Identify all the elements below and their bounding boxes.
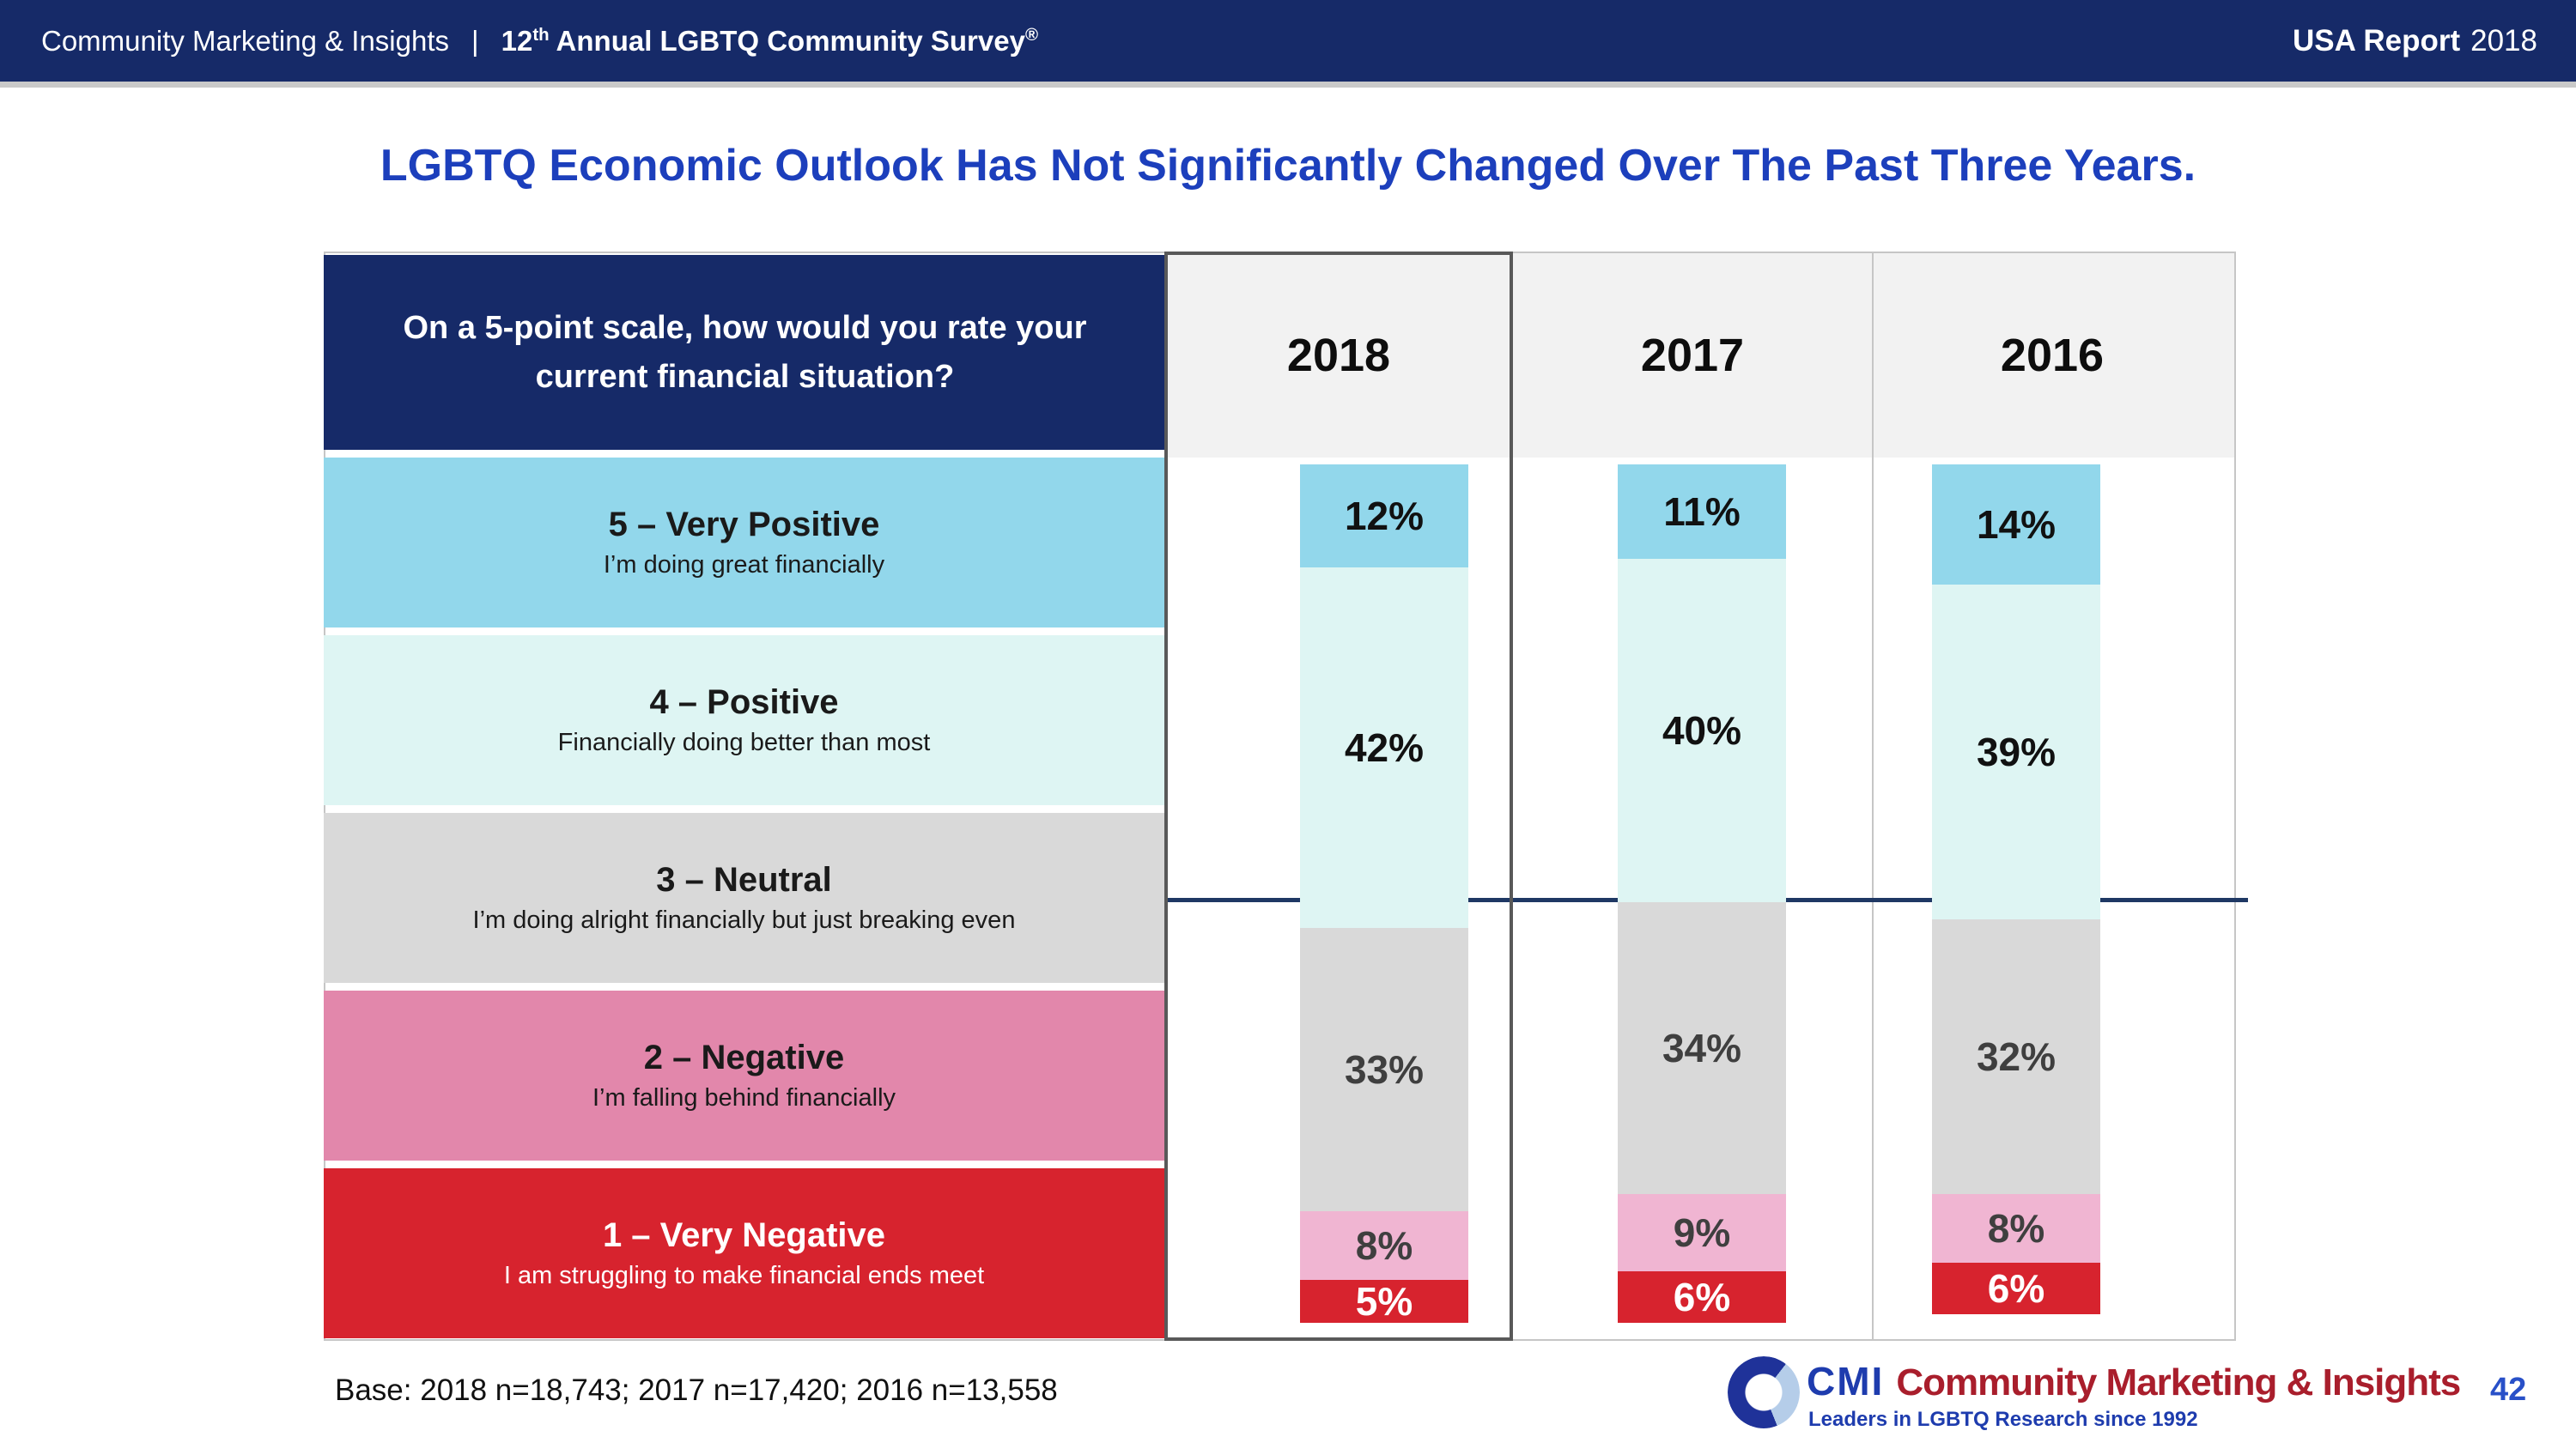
cmi-logo-wordmark: CMI Community Marketing & Insights: [1807, 1358, 2461, 1404]
company-name: Community Marketing & Insights: [41, 24, 450, 57]
bar-segment: 8%: [1932, 1194, 2100, 1263]
column-header-2016: 2016: [2000, 330, 2105, 381]
scale-row-description: I’m doing great financially: [603, 551, 885, 579]
bar-segment: 33%: [1300, 928, 1468, 1211]
bar-segment: 9%: [1618, 1194, 1786, 1271]
scale-row-neutral: 3 – Neutral I’m doing alright financiall…: [324, 813, 1164, 983]
base-sample-footnote: Base: 2018 n=18,743; 2017 n=17,420; 2016…: [335, 1373, 1058, 1407]
bar-value-label: 8%: [1987, 1206, 2045, 1251]
page-number: 42: [2490, 1372, 2527, 1408]
scale-row-label: 1 – Very Negative: [602, 1216, 886, 1254]
bar-value-label: 9%: [1673, 1210, 1731, 1255]
cmi-abbreviation: CMI: [1807, 1359, 1885, 1404]
header-shadow-strip: [0, 82, 2576, 88]
report-name: USA Report: [2293, 23, 2461, 58]
page-title: LGBTQ Economic Outlook Has Not Significa…: [380, 141, 2196, 191]
bar-segment: 14%: [1932, 464, 2100, 585]
scale-row-description: I’m doing alright financially but just b…: [472, 906, 1016, 934]
scale-row-description: I’m falling behind financially: [592, 1084, 896, 1112]
cmi-company-name: Community Marketing & Insights: [1896, 1361, 2461, 1404]
survey-title-text: Annual LGBTQ Community Survey: [549, 24, 1025, 57]
column-header-2018: 2018: [1286, 330, 1391, 381]
bar-segment: 32%: [1932, 919, 2100, 1194]
bar-value-label: 40%: [1662, 708, 1742, 753]
bar-value-label: 39%: [1976, 730, 2057, 774]
bar-value-label: 32%: [1976, 1034, 2057, 1079]
scale-row-description: Financially doing better than most: [557, 729, 931, 756]
bar-segment: 11%: [1618, 464, 1786, 559]
scale-row-positive: 4 – Positive Financially doing better th…: [324, 635, 1164, 805]
scale-row-very-positive: 5 – Very Positive I’m doing great financ…: [324, 458, 1164, 627]
scale-row-very-negative: 1 – Very Negative I am struggling to mak…: [324, 1168, 1164, 1338]
scale-row-label: 4 – Positive: [649, 683, 839, 721]
bar-segment: 6%: [1932, 1263, 2100, 1314]
bar-segment: 39%: [1932, 585, 2100, 919]
survey-title: 12th Annual LGBTQ Community Survey®: [501, 25, 1038, 58]
header-separator: |: [471, 24, 479, 57]
column-header-2017: 2017: [1640, 330, 1745, 381]
bar-segment: 8%: [1300, 1211, 1468, 1280]
top-header-bar: Community Marketing & Insights | 12th An…: [0, 0, 2576, 82]
bar-value-label: 33%: [1344, 1047, 1425, 1092]
bar-value-label: 6%: [1673, 1275, 1731, 1319]
report-year: 2018: [2470, 23, 2537, 58]
scale-row-negative: 2 – Negative I’m falling behind financia…: [324, 991, 1164, 1161]
cmi-ring-icon: [1728, 1356, 1800, 1428]
bar-value-label: 8%: [1355, 1223, 1413, 1268]
stacked-bar-2018: 12% 42% 33% 8% 5%: [1300, 464, 1468, 1323]
cmi-tagline: Leaders in LGBTQ Research since 1992: [1808, 1408, 2198, 1431]
bar-value-label: 42%: [1344, 725, 1425, 770]
bar-value-label: 6%: [1987, 1266, 2045, 1311]
scale-row-label: 3 – Neutral: [656, 861, 832, 899]
bar-value-label: 34%: [1662, 1026, 1742, 1070]
bar-value-label: 5%: [1355, 1279, 1413, 1324]
registered-mark: ®: [1024, 24, 1039, 45]
scale-row-label: 5 – Very Positive: [608, 506, 880, 543]
stacked-bar-2017: 11% 40% 34% 9% 6%: [1618, 464, 1786, 1323]
bar-value-label: 14%: [1976, 502, 2057, 547]
bar-segment: 5%: [1300, 1280, 1468, 1323]
header-left-title: Community Marketing & Insights | 12th An…: [41, 0, 1038, 82]
header-report-label: USA Report 2018: [2293, 0, 2537, 82]
stacked-bar-2016: 14% 39% 32% 8% 6%: [1932, 464, 2100, 1314]
survey-edition-ordinal: th: [532, 24, 550, 45]
bar-segment: 34%: [1618, 902, 1786, 1194]
bar-value-label: 11%: [1663, 489, 1741, 534]
survey-question-header: On a 5-point scale, how would you rate y…: [324, 255, 1166, 450]
bar-segment: 42%: [1300, 567, 1468, 928]
column-divider-2017-2016: [1872, 253, 1874, 1341]
survey-edition-number: 12: [501, 24, 533, 57]
bar-value-label: 12%: [1344, 494, 1425, 538]
bar-segment: 6%: [1618, 1271, 1786, 1323]
bar-segment: 40%: [1618, 559, 1786, 902]
bar-segment: 12%: [1300, 464, 1468, 567]
scale-row-label: 2 – Negative: [643, 1039, 845, 1076]
scale-row-description: I am struggling to make financial ends m…: [503, 1262, 985, 1289]
year-header-band: [1164, 253, 2234, 458]
